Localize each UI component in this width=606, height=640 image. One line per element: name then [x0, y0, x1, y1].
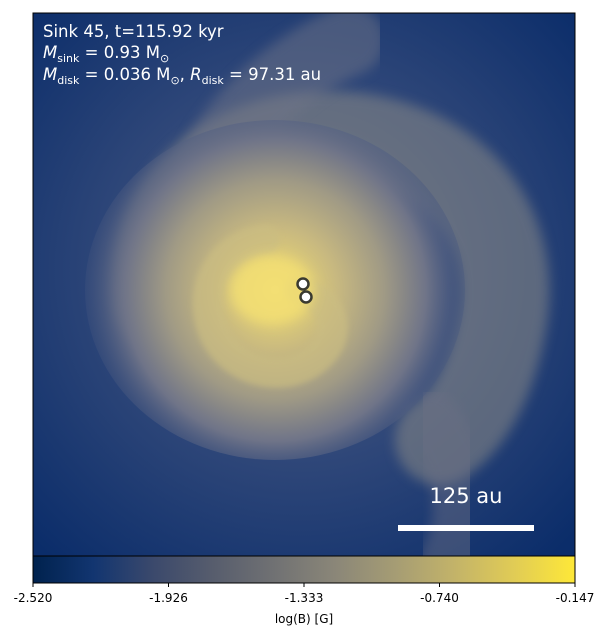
sink-mass-unit: ⊙: [160, 52, 169, 65]
heatmap-image: [33, 13, 575, 556]
disk-mass-unit: ⊙: [170, 74, 179, 87]
colorbar-tick-label: -2.520: [14, 591, 53, 605]
sink-mass-line: Msink = 0.93 M⊙: [43, 43, 169, 65]
disk-radius-subscript: disk: [202, 74, 225, 87]
colorbar-tick-label: -0.147: [556, 591, 595, 605]
colorbar-tick-label: -1.926: [149, 591, 188, 605]
colorbar-tick-label: -1.333: [285, 591, 324, 605]
disk-properties-line: Mdisk = 0.036 M⊙, Rdisk = 97.31 au: [43, 65, 321, 87]
disk-mass-subscript: disk: [57, 74, 80, 87]
colorbar: [33, 556, 575, 583]
disk-mass-symbol: M: [43, 65, 57, 84]
sink-mass-subscript: sink: [57, 52, 80, 65]
sink-info-line: Sink 45, t=115.92 kyr: [43, 22, 224, 41]
colorbar-label: log(B) [G]: [275, 612, 333, 626]
colorbar-tick-label: -0.740: [420, 591, 459, 605]
sink-mass-symbol: M: [43, 43, 57, 62]
separator: ,: [180, 65, 191, 84]
scalebar-label: 125 au: [430, 484, 503, 508]
disk-radius-symbol: R: [190, 65, 201, 84]
colorbar-ticks: -2.520 -1.926 -1.333 -0.740 -0.147: [14, 583, 595, 605]
sink-particle-1: [296, 277, 310, 291]
sink-mass-value: = 0.93 M: [79, 43, 160, 62]
scalebar-line: [398, 525, 534, 531]
disk-radius-value: = 97.31 au: [224, 65, 321, 84]
disk-mass-value: = 0.036 M: [79, 65, 170, 84]
sink-particle-2: [299, 290, 313, 304]
